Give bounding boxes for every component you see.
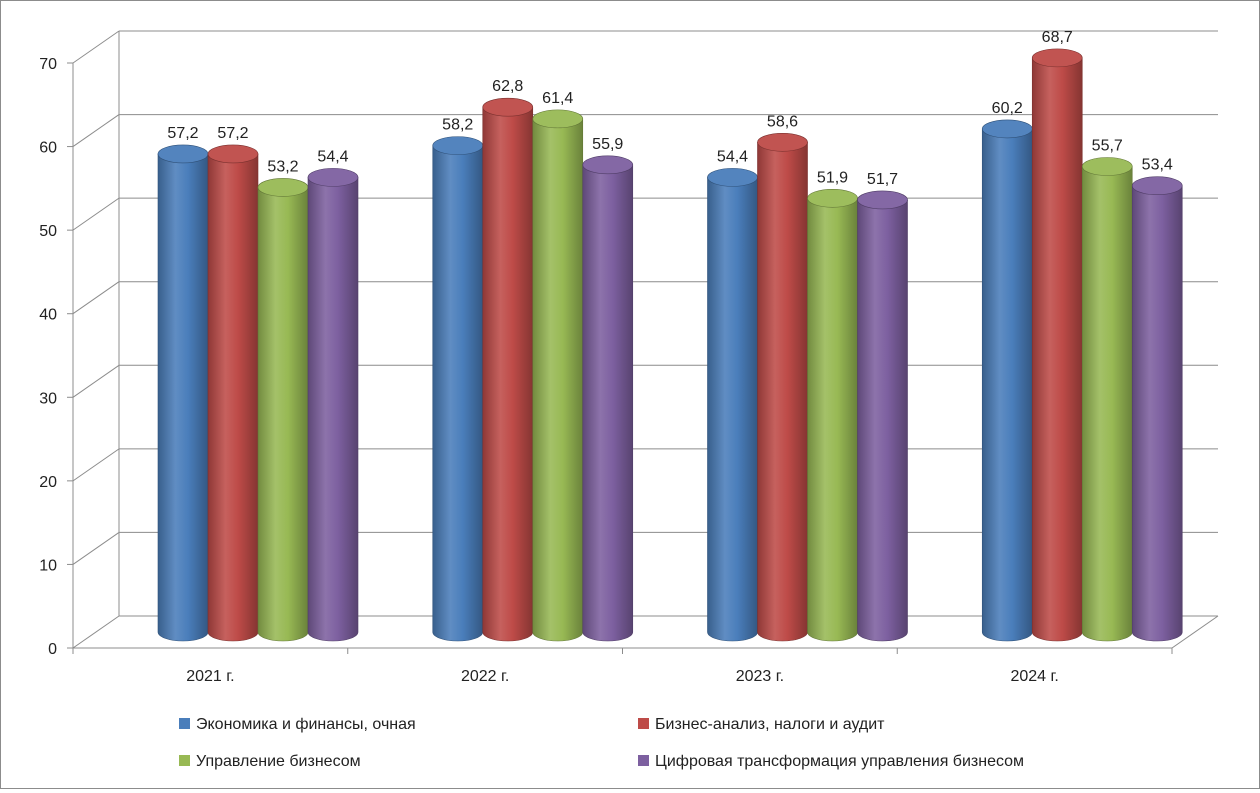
- legend-label: Бизнес-анализ, налоги и аудит: [655, 716, 885, 733]
- legend-label: Экономика и финансы, очная: [196, 716, 416, 733]
- bar: [257, 178, 309, 642]
- data-label: 58,2: [442, 117, 473, 134]
- bar: [532, 109, 584, 642]
- y-tick-label: 60: [39, 140, 57, 157]
- y-tick-label: 50: [39, 223, 57, 240]
- x-tick-label: 2023 г.: [736, 668, 784, 685]
- bar: [1131, 176, 1183, 642]
- floor-edge: [1171, 615, 1219, 649]
- bar: [207, 144, 259, 642]
- legend-swatch: [179, 718, 190, 729]
- x-tick-label: 2022 г.: [461, 668, 509, 685]
- bar: [707, 168, 758, 642]
- legend-swatch: [638, 755, 649, 766]
- x-tick-label: 2024 г.: [1010, 668, 1058, 685]
- x-tick-label: 2021 г.: [186, 668, 234, 685]
- data-label: 57,2: [217, 125, 248, 142]
- legend-item: Управление бизнесом: [179, 753, 361, 770]
- legend-label: Управление бизнесом: [196, 753, 361, 770]
- legend-item: Цифровая трансформация управления бизнес…: [638, 753, 1024, 770]
- data-label: 54,4: [717, 148, 748, 165]
- data-label: 68,7: [1042, 29, 1073, 46]
- y-tick-label: 20: [39, 474, 57, 491]
- data-label: 55,9: [592, 136, 623, 153]
- bar: [981, 119, 1033, 642]
- data-labels: 57,2 57,2 53,2 54,4 58,2 62,8 61,4 55,9 54,4 58,6…: [167, 29, 1172, 188]
- bar: [1081, 157, 1133, 642]
- bar: [307, 168, 359, 642]
- axes: 0 10 20 30 40 50 60 70 2021 г. 2022 г. 2023 г. 2024…: [39, 56, 1173, 685]
- data-label: 55,7: [1092, 138, 1123, 155]
- data-label: 58,6: [767, 113, 798, 130]
- bar: [157, 144, 209, 642]
- legend-item: Экономика и финансы, очная: [179, 716, 416, 733]
- legend-swatch: [179, 755, 190, 766]
- y-tick-label: 0: [48, 641, 57, 658]
- data-label: 51,9: [817, 169, 848, 186]
- bar: [432, 136, 484, 642]
- bar: [807, 188, 858, 642]
- legend-label: Цифровая трансформация управления бизнес…: [655, 753, 1024, 770]
- data-label: 53,4: [1142, 157, 1173, 174]
- gridline: [67, 30, 1218, 64]
- bar: [482, 97, 534, 642]
- data-label: 61,4: [542, 90, 573, 107]
- legend-item: Бизнес-анализ, налоги и аудит: [638, 716, 885, 733]
- y-tick-label: 10: [39, 557, 57, 574]
- data-label: 54,4: [317, 148, 348, 165]
- bar: [857, 190, 908, 642]
- y-tick-label: 30: [39, 390, 57, 407]
- bars: [157, 48, 1183, 642]
- data-label: 62,8: [492, 78, 523, 95]
- bar: [757, 132, 808, 642]
- y-tick-label: 40: [39, 307, 57, 324]
- bar: [1031, 48, 1083, 642]
- legend: Экономика и финансы, очная Бизнес-анализ,…: [179, 716, 1024, 770]
- data-label: 53,2: [267, 158, 298, 175]
- legend-swatch: [638, 718, 649, 729]
- data-label: 60,2: [992, 100, 1023, 117]
- data-label: 57,2: [167, 125, 198, 142]
- bar: [582, 155, 634, 642]
- y-tick-label: 70: [39, 56, 57, 73]
- data-label: 51,7: [867, 171, 898, 188]
